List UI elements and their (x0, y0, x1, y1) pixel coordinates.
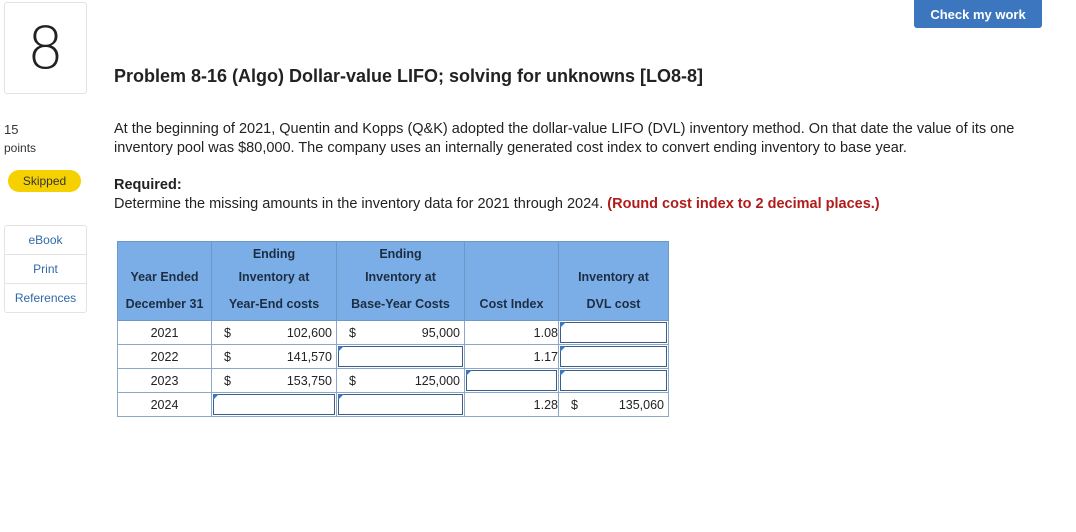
base-cost-value: 125,000 (414, 373, 460, 388)
input-marker-icon (560, 370, 566, 376)
rounding-note: (Round cost index to 2 decimal places.) (607, 196, 880, 212)
currency-symbol: $ (571, 397, 578, 412)
year-end-cost-cell: $141,570 (211, 344, 337, 369)
required-heading: Required: (114, 177, 182, 193)
dvl-cost-cell: $135,060 (558, 392, 669, 417)
header-cell: Year-End costs (211, 288, 337, 321)
problem-description: At the beginning of 2021, Quentin and Ko… (114, 121, 1015, 156)
header-cell: Inventory at (211, 265, 337, 288)
dvl-cost-input[interactable] (558, 368, 669, 393)
table-row: 2022 $141,570 1.17 (117, 344, 669, 369)
input-marker-icon (213, 394, 219, 400)
question-number: 8 (4, 2, 87, 94)
header-cell (464, 265, 559, 288)
dvl-cost-value: 135,060 (618, 397, 664, 412)
header-row-2: Year Ended Inventory at Inventory at Inv… (117, 265, 669, 288)
header-cell: Ending (336, 241, 465, 265)
year-cell: 2021 (117, 320, 212, 345)
required-text: Determine the missing amounts in the inv… (114, 196, 604, 212)
header-cell: Base-Year Costs (336, 288, 465, 321)
currency-symbol: $ (224, 325, 231, 340)
dvl-cost-input[interactable] (558, 320, 669, 345)
answer-field[interactable] (560, 346, 667, 367)
answer-field[interactable] (560, 322, 667, 343)
year-end-cost-input[interactable] (211, 392, 337, 417)
currency-symbol: $ (349, 325, 356, 340)
answer-field[interactable] (213, 394, 335, 415)
base-cost-input[interactable] (336, 392, 465, 417)
header-row-1: Ending Ending (117, 241, 669, 265)
header-cell: Ending (211, 241, 337, 265)
base-cost-value: 95,000 (421, 325, 460, 340)
currency-symbol: $ (224, 373, 231, 388)
cost-index-value: 1.28 (464, 392, 559, 417)
ebook-link[interactable]: eBook (5, 226, 86, 255)
status-badge: Skipped (8, 170, 81, 192)
inventory-table: Ending Ending Year Ended Inventory at In… (117, 241, 669, 417)
input-marker-icon (560, 322, 566, 328)
year-cell: 2024 (117, 392, 212, 417)
base-cost-cell: $95,000 (336, 320, 465, 345)
year-end-cost-cell: $102,600 (211, 320, 337, 345)
header-cell (558, 241, 669, 265)
year-end-cost-value: 141,570 (286, 349, 332, 364)
header-cell (464, 241, 559, 265)
base-cost-input[interactable] (336, 344, 465, 369)
resource-sidebar: eBook Print References (4, 225, 87, 313)
cost-index-value: 1.08 (464, 320, 559, 345)
answer-field[interactable] (466, 370, 557, 391)
year-cell: 2023 (117, 368, 212, 393)
points-label: points (4, 141, 37, 155)
answer-field[interactable] (338, 394, 463, 415)
header-cell: Inventory at (336, 265, 465, 288)
header-cell: Year Ended (117, 265, 212, 288)
header-cell: DVL cost (558, 288, 669, 321)
dvl-cost-input[interactable] (558, 344, 669, 369)
required-instructions: Determine the missing amounts in the inv… (114, 196, 880, 212)
base-cost-cell: $125,000 (336, 368, 465, 393)
header-cell (117, 241, 212, 265)
input-marker-icon (560, 346, 566, 352)
input-marker-icon (338, 394, 344, 400)
answer-field[interactable] (560, 370, 667, 391)
currency-symbol: $ (224, 349, 231, 364)
cost-index-input[interactable] (464, 368, 559, 393)
check-my-work-button[interactable]: Check my work (914, 0, 1042, 28)
cost-index-value: 1.17 (464, 344, 559, 369)
input-marker-icon (466, 370, 472, 376)
table-row: 2021 $102,600 $95,000 1.08 (117, 320, 669, 345)
references-link[interactable]: References (14, 291, 77, 305)
header-cell: December 31 (117, 288, 212, 321)
year-end-cost-cell: $153,750 (211, 368, 337, 393)
print-link[interactable]: Print (5, 255, 86, 284)
year-cell: 2022 (117, 344, 212, 369)
table-row: 2023 $153,750 $125,000 (117, 368, 669, 393)
currency-symbol: $ (349, 373, 356, 388)
year-end-cost-value: 102,600 (286, 325, 332, 340)
input-marker-icon (338, 346, 344, 352)
header-cell: Inventory at (558, 265, 669, 288)
year-end-cost-value: 153,750 (286, 373, 332, 388)
header-row-3: December 31 Year-End costs Base-Year Cos… (117, 288, 669, 321)
answer-field[interactable] (338, 346, 463, 367)
table-row: 2024 1.28 $135,060 (117, 392, 669, 417)
problem-title: Problem 8-16 (Algo) Dollar-value LIFO; s… (114, 66, 704, 86)
header-cell: Cost Index (464, 288, 559, 321)
points-value: 15 (4, 122, 19, 137)
